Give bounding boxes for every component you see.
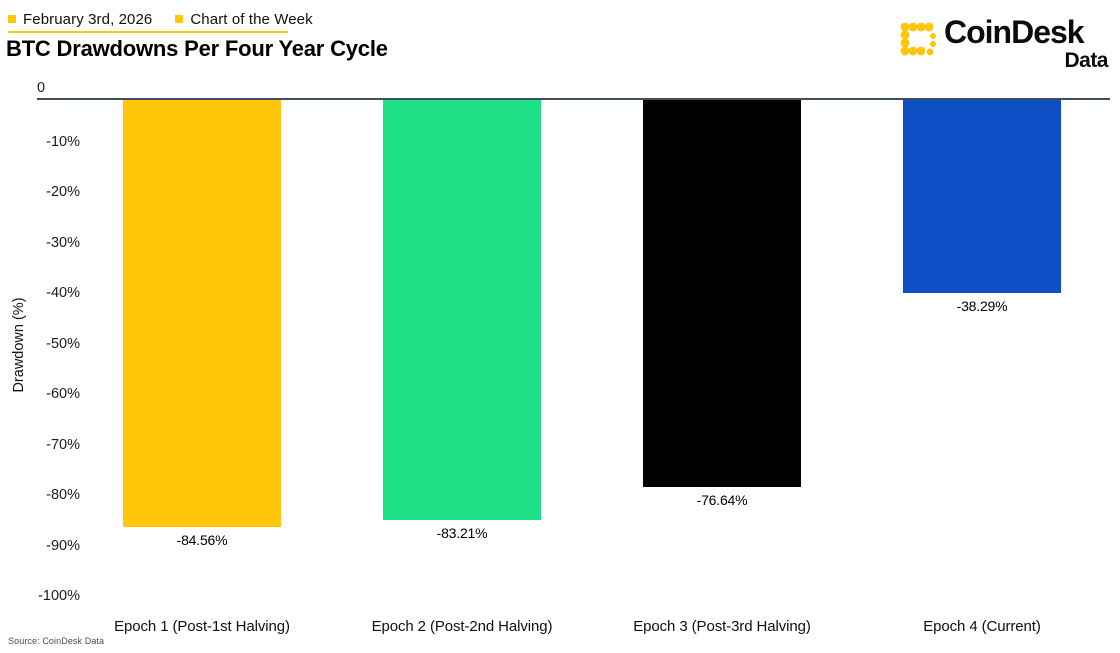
legend-square-icon: [8, 15, 16, 23]
y-tick-label: -10%: [46, 133, 80, 150]
bar-value-label: -84.56%: [176, 532, 228, 549]
legend-series-label: Chart of the Week: [190, 10, 313, 28]
source-note: Source: CoinDesk Data: [8, 636, 105, 646]
brand-name: CoinDesk: [944, 14, 1085, 50]
coindesk-logo-icon: [900, 22, 936, 56]
y-tick-label: -30%: [46, 234, 80, 251]
x-axis-category-label: Epoch 3 (Post-3rd Halving): [633, 618, 811, 635]
bar-epoch-1: [123, 100, 281, 528]
legend-square-icon: [175, 15, 184, 23]
legend-underline: [8, 31, 288, 33]
bar-value-label: -38.29%: [956, 298, 1008, 315]
zero-axis-line: [37, 98, 1110, 100]
brand-sub-label: Data: [1064, 49, 1108, 72]
y-tick-label: -20%: [46, 184, 80, 200]
page-title: BTC Drawdowns Per Four Year Cycle: [6, 36, 388, 61]
bar-epoch-2: [383, 100, 541, 521]
coindesk-logo: CoinDesk Data: [900, 14, 1110, 76]
y-tick-label: -90%: [46, 537, 80, 554]
y-tick-label: -70%: [46, 436, 80, 453]
legend-date-label: February 3rd, 2026: [23, 10, 153, 28]
x-axis-category-label: Epoch 4 (Current): [923, 618, 1041, 635]
y-tick-label: -100%: [38, 588, 80, 604]
bar-value-label: -76.64%: [696, 492, 748, 509]
x-axis-category-label: Epoch 2 (Post-2nd Halving): [371, 618, 553, 635]
bar-epoch-4: [903, 100, 1061, 294]
x-axis-category-label: Epoch 1 (Post-1st Halving): [114, 618, 290, 635]
y-tick-label: -60%: [46, 386, 80, 402]
y-tick-label: -80%: [46, 487, 80, 503]
bar-value-label: -83.21%: [436, 525, 488, 542]
chart-legend: February 3rd, 2026 Chart of the Week: [8, 9, 313, 29]
bar-epoch-3: [643, 100, 801, 488]
y-tick-label: -50%: [46, 335, 80, 352]
y-tick-label: 0: [37, 80, 46, 96]
y-tick-label: -40%: [46, 285, 80, 301]
